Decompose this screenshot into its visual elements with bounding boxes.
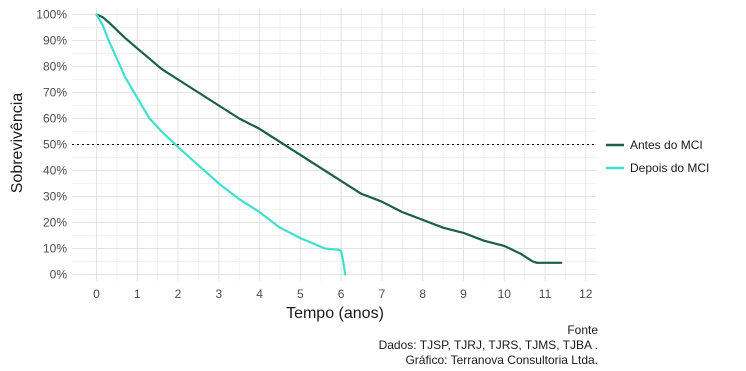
x-tick-label: 12 [579,287,593,301]
x-tick-label: 7 [379,287,386,301]
y-tick-label: 30% [43,190,67,204]
x-tick-label: 2 [175,287,182,301]
legend: Antes do MCI Depois do MCI [606,138,709,175]
x-tick-label: 11 [539,287,552,301]
series-group [95,13,563,276]
x-tick-label: 4 [256,287,263,301]
legend-label: Antes do MCI [630,138,703,152]
y-tick-label: 70% [43,86,67,100]
x-tick-label: 0 [93,287,100,301]
y-tick-label: 90% [43,34,67,48]
caption-line-3: Gráfico: Terranova Consultoria Ltda. [405,353,598,367]
caption-line-2: Dados: TJSP, TJRJ, TJRS, TJMS, TJBA . [378,338,598,352]
series-line-antes-do-mci [95,13,563,264]
x-axis-label: Tempo (anos) [286,305,384,322]
x-tick-label: 9 [460,287,467,301]
y-tick-label: 0% [50,268,68,282]
x-tick-label: 10 [498,287,512,301]
series-line-depois-do-mci [95,13,347,276]
y-tick-label: 20% [43,216,67,230]
y-axis-label: Sobrevivência [9,93,26,194]
x-tick-label: 6 [338,287,345,301]
y-tick-label: 60% [43,112,67,126]
caption-line-1: Fonte [567,323,598,337]
x-tick-label: 3 [215,287,222,301]
y-tick-label: 80% [43,60,67,74]
legend-label: Depois do MCI [630,161,709,175]
x-tick-label: 5 [297,287,304,301]
y-tick-label: 50% [43,138,67,152]
y-tick-label: 100% [36,8,67,22]
x-tick-label: 1 [134,287,141,301]
x-axis-ticks: 0 1 2 3 4 5 6 7 8 9 10 11 12 [93,287,593,301]
y-tick-label: 40% [43,164,67,178]
y-tick-label: 10% [43,242,67,256]
x-tick-label: 8 [419,287,426,301]
y-axis-ticks: 0% 10% 20% 30% 40% 50% 60% 70% 80% 90% 100% [36,8,67,282]
